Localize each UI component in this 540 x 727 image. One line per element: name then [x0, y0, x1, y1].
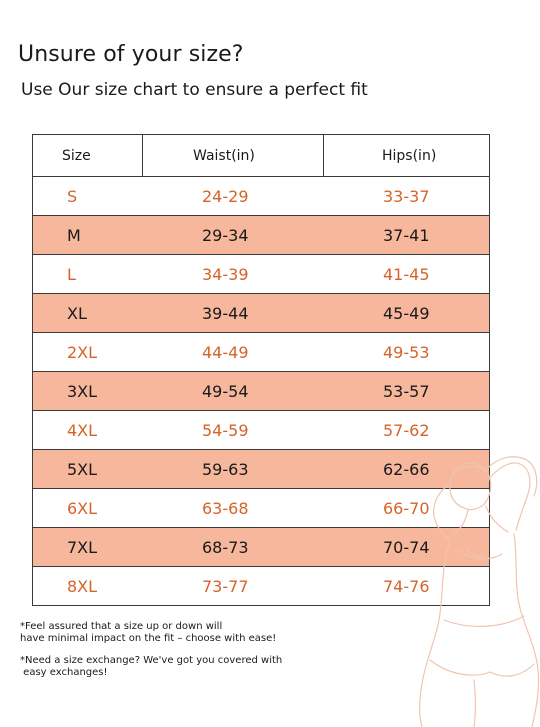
table-row: M 29-34 37-41: [33, 215, 489, 254]
size-cell: XL: [67, 303, 87, 323]
waist-cell: 63-68: [202, 498, 249, 518]
hips-cell: 66-70: [383, 498, 430, 518]
footnotes: *Feel assured that a size up or down wil…: [20, 621, 282, 689]
size-cell: 6XL: [67, 498, 98, 518]
fit-note: *Feel assured that a size up or down wil…: [20, 621, 282, 645]
hips-cell: 70-74: [383, 537, 430, 557]
exchange-note-line1: *Need a size exchange? We've got you cov…: [20, 655, 283, 666]
size-cell: L: [67, 264, 76, 284]
size-cell: M: [67, 225, 81, 245]
table-row: XL 39-44 45-49: [33, 293, 489, 332]
table-row: 2XL 44-49 49-53: [33, 332, 489, 371]
size-cell: 4XL: [67, 420, 98, 440]
size-cell: 2XL: [67, 342, 98, 362]
waist-cell: 54-59: [202, 420, 249, 440]
column-header-hips: Hips(in): [323, 135, 489, 176]
exchange-note-line2: easy exchanges!: [20, 667, 108, 678]
waist-cell: 68-73: [202, 537, 249, 557]
size-cell: 3XL: [67, 381, 98, 401]
table-row: S 24-29 33-37: [33, 176, 489, 215]
hips-cell: 62-66: [383, 459, 430, 479]
waist-cell: 34-39: [202, 264, 249, 284]
table-row: 8XL 73-77 74-76: [33, 566, 489, 605]
hips-cell: 41-45: [383, 264, 430, 284]
size-cell: 5XL: [67, 459, 98, 479]
table-row: 4XL 54-59 57-62: [33, 410, 489, 449]
fit-note-line2: have minimal impact on the fit – choose …: [20, 633, 277, 644]
table-header-row: Size Waist(in) Hips(in): [33, 135, 489, 176]
hips-cell: 49-53: [383, 342, 430, 362]
table-row: 3XL 49-54 53-57: [33, 371, 489, 410]
hips-cell: 57-62: [383, 420, 430, 440]
table-row: 6XL 63-68 66-70: [33, 488, 489, 527]
table-row: L 34-39 41-45: [33, 254, 489, 293]
waist-cell: 39-44: [202, 303, 249, 323]
hips-cell: 45-49: [383, 303, 430, 323]
size-cell: 7XL: [67, 537, 98, 557]
exchange-note: *Need a size exchange? We've got you cov…: [20, 655, 282, 679]
waist-cell: 44-49: [202, 342, 249, 362]
table-row: 5XL 59-63 62-66: [33, 449, 489, 488]
body-outline-illustration-icon: [419, 456, 540, 727]
waist-cell: 59-63: [202, 459, 249, 479]
waist-cell: 49-54: [202, 381, 249, 401]
column-header-waist: Waist(in): [142, 135, 323, 176]
table-row: 7XL 68-73 70-74: [33, 527, 489, 566]
waist-cell: 24-29: [202, 186, 249, 206]
waist-cell: 29-34: [202, 225, 249, 245]
hips-cell: 74-76: [383, 576, 430, 596]
page-subtitle: Use Our size chart to ensure a perfect f…: [21, 80, 368, 100]
size-chart-table: Size Waist(in) Hips(in) S 24-29 33-37 M …: [32, 134, 490, 606]
hips-cell: 37-41: [383, 225, 430, 245]
size-cell: S: [67, 186, 78, 206]
size-cell: 8XL: [67, 576, 98, 596]
hips-cell: 33-37: [383, 186, 430, 206]
page-title: Unsure of your size?: [18, 42, 244, 67]
fit-note-line1: *Feel assured that a size up or down wil…: [20, 621, 223, 632]
column-header-size: Size: [62, 147, 91, 164]
waist-cell: 73-77: [202, 576, 249, 596]
hips-cell: 53-57: [383, 381, 430, 401]
